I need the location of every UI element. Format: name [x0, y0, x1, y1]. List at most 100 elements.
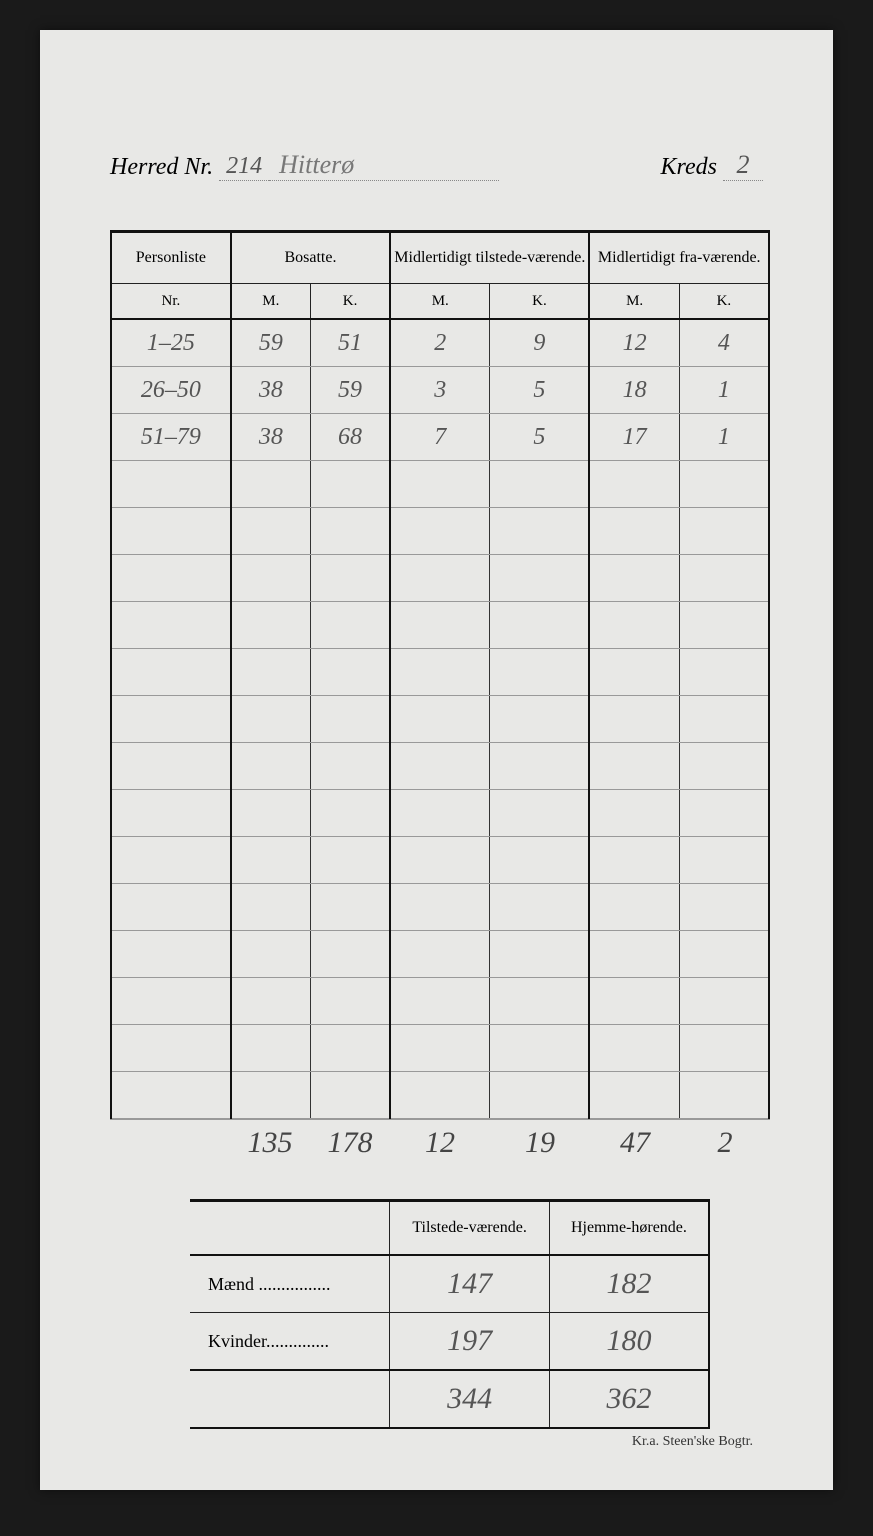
table-cell: [390, 743, 490, 790]
table-cell: [490, 696, 590, 743]
table-cell: 12: [589, 319, 679, 367]
table-row: [111, 461, 769, 508]
table-cell: [310, 1025, 390, 1072]
total-cell: [110, 1119, 230, 1166]
total-cell: 178: [310, 1119, 390, 1166]
summary-row-total: [190, 1370, 390, 1428]
table-cell: 59: [231, 319, 311, 367]
table-cell: 38: [231, 414, 311, 461]
table-cell: [589, 461, 679, 508]
total-cell: 12: [390, 1119, 490, 1166]
table-cell: [679, 837, 769, 884]
table-cell: 5: [490, 367, 590, 414]
table-cell: [390, 649, 490, 696]
table-cell: [310, 508, 390, 555]
table-row: [111, 555, 769, 602]
table-cell: 3: [390, 367, 490, 414]
table-cell: [111, 884, 231, 931]
table-cell: 59: [310, 367, 390, 414]
table-cell: [231, 508, 311, 555]
table-cell: [490, 837, 590, 884]
table-cell: [679, 555, 769, 602]
table-cell: [231, 931, 311, 978]
table-cell: [679, 978, 769, 1025]
table-cell: [490, 743, 590, 790]
table-cell: [231, 743, 311, 790]
table-cell: [390, 1072, 490, 1119]
table-cell: [231, 790, 311, 837]
table-row: [111, 1072, 769, 1119]
table-cell: [589, 508, 679, 555]
table-cell: 7: [390, 414, 490, 461]
table-row: [111, 931, 769, 978]
herred-name-value: Hitterø: [269, 150, 499, 181]
table-row: [111, 602, 769, 649]
table-cell: 51–79: [111, 414, 231, 461]
table-cell: [390, 837, 490, 884]
table-cell: [390, 790, 490, 837]
table-cell: [679, 508, 769, 555]
table-cell: [679, 743, 769, 790]
header-line: Herred Nr. 214 Hitterø Kreds 2: [110, 150, 763, 181]
table-cell: [111, 555, 231, 602]
scanned-page: Herred Nr. 214 Hitterø Kreds 2 Personlis…: [40, 30, 833, 1490]
table-cell: [490, 602, 590, 649]
table-cell: [589, 884, 679, 931]
table-cell: [490, 931, 590, 978]
table-cell: [490, 649, 590, 696]
table-cell: [589, 978, 679, 1025]
table-cell: [589, 1025, 679, 1072]
table-row: 1–25595129124: [111, 319, 769, 367]
table-cell: [589, 1072, 679, 1119]
table-cell: [490, 790, 590, 837]
summary-maend-tilstede: 147: [390, 1255, 550, 1313]
table-cell: [231, 978, 311, 1025]
summary-col-hjemme: Hjemme-hørende.: [549, 1201, 709, 1256]
sub-nr: Nr.: [111, 284, 231, 320]
table-cell: [310, 649, 390, 696]
table-cell: [111, 461, 231, 508]
table-cell: [490, 555, 590, 602]
table-row: [111, 837, 769, 884]
table-cell: [310, 790, 390, 837]
summary-maend-hjemme: 182: [549, 1255, 709, 1313]
table-cell: [310, 696, 390, 743]
summary-kvinder-hjemme: 180: [549, 1313, 709, 1371]
table-cell: [231, 602, 311, 649]
table-cell: [390, 696, 490, 743]
table-cell: 5: [490, 414, 590, 461]
kreds-label: Kreds: [661, 154, 717, 181]
total-cell: 135: [230, 1119, 310, 1166]
summary-row-maend: Mænd ................: [190, 1255, 390, 1313]
table-cell: [589, 790, 679, 837]
table-cell: [679, 931, 769, 978]
table-cell: [310, 884, 390, 931]
table-cell: [310, 931, 390, 978]
table-cell: [111, 1025, 231, 1072]
summary-total-tilstede: 344: [390, 1370, 550, 1428]
herred-label: Herred Nr.: [110, 154, 213, 181]
total-cell: 47: [590, 1119, 680, 1166]
table-cell: [490, 461, 590, 508]
col-midl-fra: Midlertidigt fra-værende.: [589, 232, 769, 284]
table-cell: [111, 508, 231, 555]
table-cell: [679, 1072, 769, 1119]
table-cell: [390, 508, 490, 555]
table-cell: [589, 555, 679, 602]
table-cell: [490, 508, 590, 555]
table-cell: [390, 1025, 490, 1072]
table-cell: [679, 649, 769, 696]
table-cell: [679, 790, 769, 837]
table-cell: [231, 555, 311, 602]
table-cell: 1: [679, 367, 769, 414]
table-cell: [390, 555, 490, 602]
table-cell: [310, 461, 390, 508]
table-row: [111, 696, 769, 743]
table-row: [111, 790, 769, 837]
table-cell: [111, 649, 231, 696]
sub-fra-k: K.: [679, 284, 769, 320]
table-row: [111, 743, 769, 790]
table-cell: [679, 696, 769, 743]
sub-fra-m: M.: [589, 284, 679, 320]
summary-col-tilstede: Tilstede-værende.: [390, 1201, 550, 1256]
